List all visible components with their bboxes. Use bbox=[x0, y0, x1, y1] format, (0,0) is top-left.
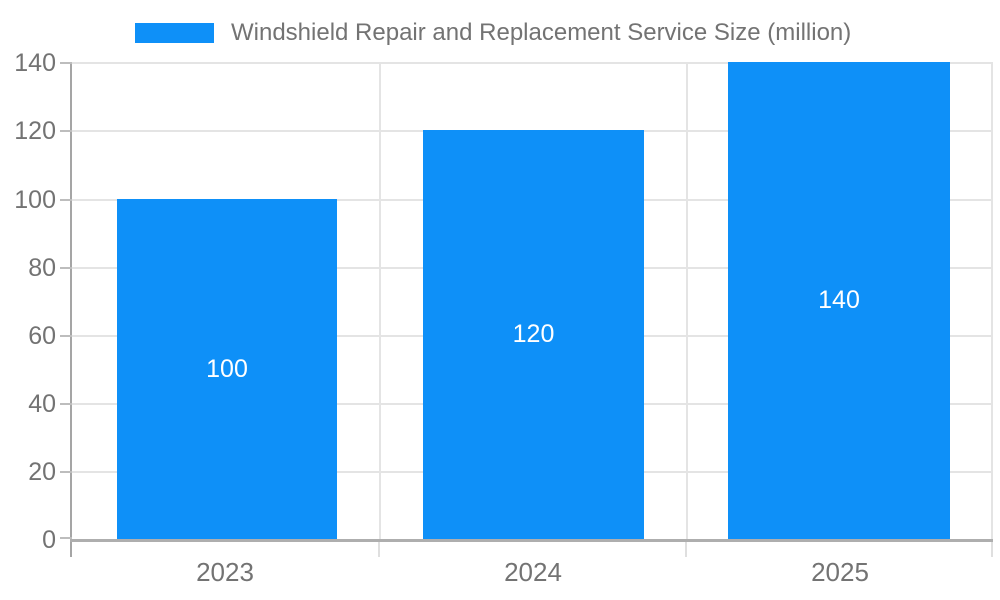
y-tick-label-0: 0 bbox=[42, 526, 56, 554]
x-tick-mark bbox=[991, 542, 993, 557]
gridline-v-2 bbox=[686, 62, 688, 539]
bar-2023[interactable]: 100 bbox=[117, 199, 337, 539]
y-tick-mark bbox=[60, 335, 72, 337]
y-tick-mark bbox=[60, 471, 72, 473]
y-tick-mark bbox=[60, 130, 72, 132]
x-axis-line bbox=[70, 539, 993, 542]
gridline-v-1 bbox=[379, 62, 381, 539]
legend-swatch-icon bbox=[135, 23, 214, 43]
y-tick-label-60: 60 bbox=[28, 322, 56, 350]
bar-value-label: 140 bbox=[818, 286, 860, 314]
gridline-v-right bbox=[991, 62, 993, 539]
y-tick-label-40: 40 bbox=[28, 390, 56, 418]
x-tick-mark bbox=[685, 542, 687, 557]
y-tick-mark bbox=[60, 62, 72, 64]
y-tick-mark bbox=[60, 403, 72, 405]
bar-2025[interactable]: 140 bbox=[728, 62, 950, 539]
legend-label: Windshield Repair and Replacement Servic… bbox=[231, 19, 852, 46]
y-tick-label-100: 100 bbox=[14, 186, 56, 214]
y-tick-label-120: 120 bbox=[14, 117, 56, 145]
y-tick-label-80: 80 bbox=[28, 254, 56, 282]
y-tick-label-20: 20 bbox=[28, 458, 56, 486]
y-tick-mark bbox=[60, 267, 72, 269]
plot-area: 100 120 140 bbox=[72, 62, 993, 539]
bar-value-label: 120 bbox=[512, 320, 555, 348]
y-tick-mark bbox=[60, 199, 72, 201]
bar-value-label: 100 bbox=[206, 354, 248, 383]
gridline-h-140 bbox=[72, 62, 993, 64]
bar-2024[interactable]: 120 bbox=[423, 130, 644, 539]
chart-legend[interactable]: Windshield Repair and Replacement Servic… bbox=[135, 18, 851, 48]
x-tick-label-2024: 2024 bbox=[504, 557, 562, 587]
y-tick-mark bbox=[60, 537, 72, 539]
x-tick-label-2025: 2025 bbox=[811, 557, 869, 587]
x-tick-mark bbox=[378, 542, 380, 557]
y-axis-line bbox=[70, 62, 72, 557]
x-tick-label-2023: 2023 bbox=[196, 557, 254, 587]
y-tick-label-140: 140 bbox=[14, 49, 56, 77]
